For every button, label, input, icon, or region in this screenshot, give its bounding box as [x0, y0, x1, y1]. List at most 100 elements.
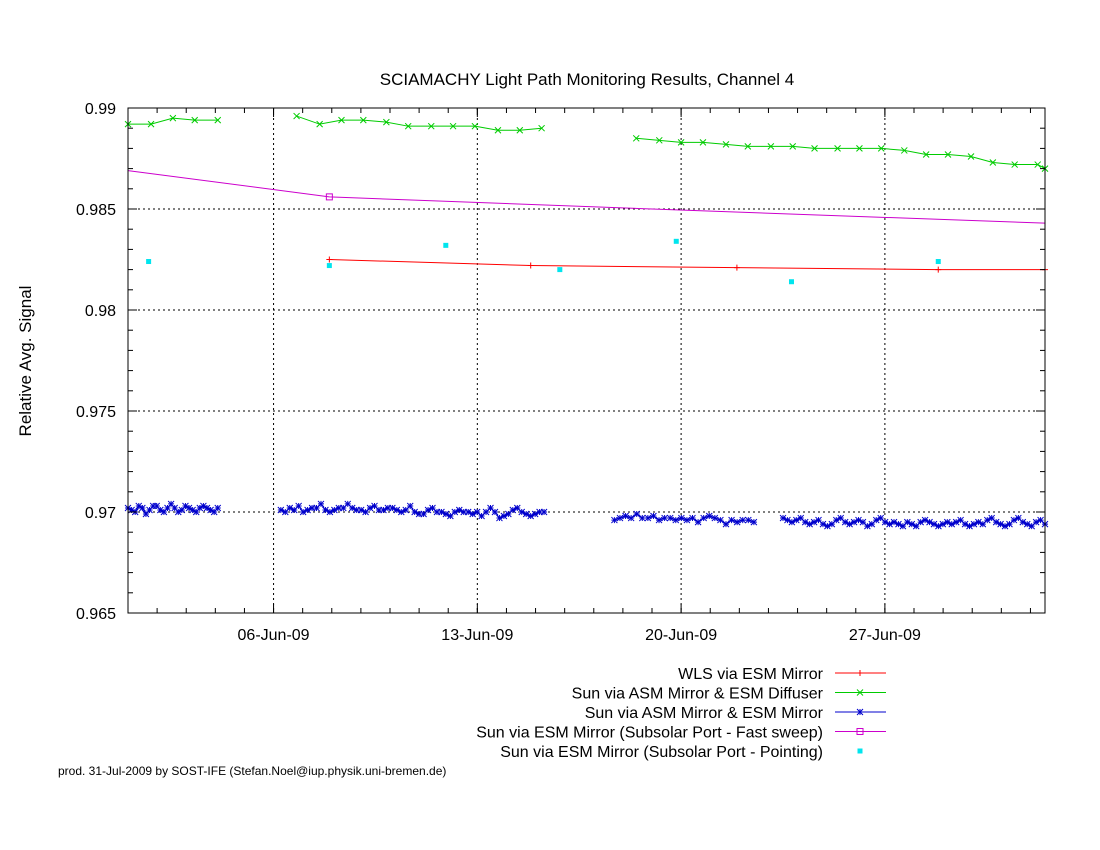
- data-point: [281, 508, 289, 516]
- data-point: [335, 504, 343, 512]
- data-point: [433, 508, 441, 516]
- data-point: [174, 508, 182, 516]
- data-point: [705, 512, 713, 520]
- data-point: [939, 520, 947, 528]
- data-point: [357, 506, 365, 514]
- data-point: [1023, 520, 1031, 528]
- data-point: [326, 508, 334, 516]
- data-point: [326, 263, 332, 269]
- data-point: [397, 508, 405, 516]
- data-point: [317, 500, 325, 508]
- data-point: [806, 520, 813, 528]
- x-tick-label: 20-Jun-09: [645, 627, 717, 644]
- data-point: [487, 504, 494, 512]
- data-point: [886, 520, 893, 528]
- data-point: [650, 512, 657, 520]
- data-point: [380, 506, 387, 514]
- legend-label: Sun via ESM Mirror (Subsolar Port - Fast…: [476, 725, 823, 742]
- data-point: [153, 502, 161, 510]
- data-point: [784, 516, 791, 524]
- data-point: [899, 522, 907, 530]
- data-point: [917, 518, 925, 526]
- data-point: [767, 143, 775, 150]
- series-3: [127, 170, 1046, 224]
- data-point: [348, 504, 356, 512]
- data-point: [661, 514, 668, 522]
- data-point: [286, 504, 294, 512]
- data-point: [983, 516, 991, 524]
- data-point: [290, 506, 298, 514]
- data-point: [979, 520, 987, 528]
- data-point: [167, 500, 175, 508]
- legend-marker: [857, 748, 863, 754]
- data-point: [801, 518, 809, 526]
- series-4: [146, 238, 941, 285]
- data-point: [935, 266, 942, 273]
- data-point: [191, 116, 199, 124]
- data-point: [824, 522, 831, 530]
- data-point: [383, 118, 390, 126]
- data-point: [683, 516, 691, 524]
- data-point: [699, 138, 707, 146]
- data-point: [326, 256, 333, 263]
- data-point: [921, 516, 929, 524]
- data-point: [460, 508, 468, 516]
- data-point: [638, 514, 646, 522]
- data-point: [427, 122, 435, 130]
- data-point: [728, 516, 735, 524]
- data-point: [424, 506, 432, 514]
- data-point: [859, 518, 867, 526]
- data-point: [792, 516, 800, 524]
- data-point: [677, 138, 685, 146]
- data-point: [393, 506, 401, 514]
- data-point: [832, 516, 840, 524]
- data-point: [389, 504, 396, 512]
- data-point: [415, 510, 423, 518]
- ticks: 0.965 0.97 0.975 0.98 0.985 0.99 06-Jun-09 13-J…: [76, 101, 1045, 644]
- series-line: [636, 137, 1046, 170]
- data-point: [128, 506, 135, 514]
- data-point: [557, 267, 563, 273]
- data-point: [464, 508, 472, 516]
- data-point: [944, 151, 952, 158]
- data-point: [841, 518, 849, 526]
- data-point: [353, 506, 361, 514]
- data-point: [900, 147, 908, 154]
- x-tick-label: 13-Jun-09: [441, 627, 513, 644]
- chart-title: SCIAMACHY Light Path Monitoring Results,…: [380, 70, 795, 89]
- data-point: [739, 516, 747, 524]
- data-point: [872, 516, 880, 524]
- data-point: [447, 512, 454, 520]
- data-point: [678, 514, 685, 522]
- data-point: [527, 512, 535, 520]
- data-point: [935, 259, 941, 265]
- data-point: [538, 124, 545, 132]
- data-point: [338, 116, 345, 124]
- legend-marker: [857, 670, 863, 676]
- y-tick-label: 0.99: [85, 101, 116, 118]
- data-point: [516, 126, 524, 134]
- data-point: [895, 520, 902, 528]
- series-line: [296, 115, 542, 131]
- data-point: [788, 279, 794, 285]
- data-point: [616, 514, 624, 522]
- data-point: [997, 520, 1004, 528]
- data-point: [877, 514, 885, 522]
- y-tick-label: 0.965: [76, 606, 116, 623]
- data-point: [160, 508, 168, 516]
- series-2: [124, 500, 1049, 530]
- footer-credit: prod. 31-Jul-2009 by SOST-IFE (Stefan.No…: [58, 764, 446, 778]
- data-point: [494, 126, 502, 134]
- data-point: [156, 506, 164, 514]
- data-point: [856, 145, 863, 152]
- data-point: [846, 520, 853, 528]
- data-point: [402, 506, 410, 514]
- data-point: [881, 518, 889, 526]
- data-point: [540, 508, 548, 516]
- data-point: [366, 504, 374, 512]
- data-point: [164, 504, 171, 512]
- data-point: [316, 120, 324, 128]
- data-point: [912, 522, 920, 530]
- data-point: [1010, 516, 1018, 524]
